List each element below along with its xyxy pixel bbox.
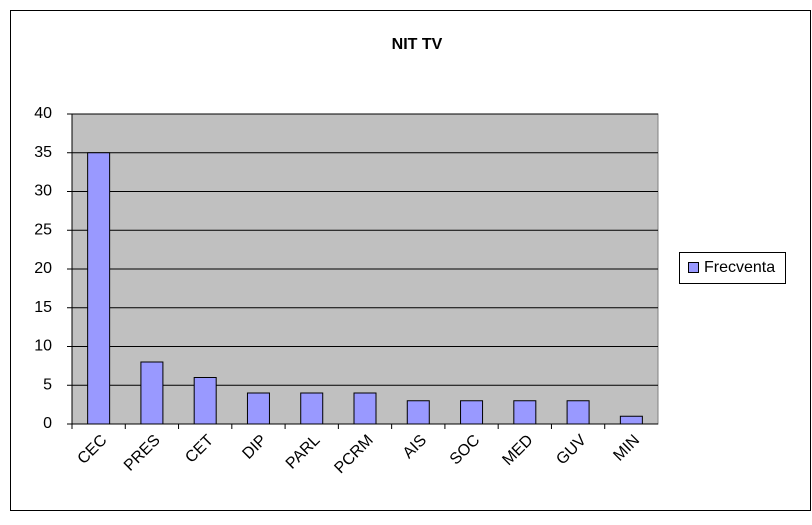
y-tick-label: 10: [34, 338, 52, 355]
legend-label: Frecventa: [704, 259, 775, 276]
y-tick-label: 20: [34, 260, 52, 277]
bar: [619, 415, 643, 425]
bar: [513, 400, 537, 425]
chart-title: NIT TV: [392, 36, 443, 53]
bar: [87, 152, 111, 425]
y-tick-label: 35: [34, 144, 52, 161]
y-tick-label: 5: [43, 376, 52, 393]
bar: [246, 392, 270, 425]
y-tick-label: 30: [34, 183, 52, 200]
bar: [406, 400, 430, 425]
bar: [460, 400, 484, 425]
bar: [353, 392, 377, 425]
y-tick-label: 15: [34, 299, 52, 316]
bar: [140, 361, 164, 425]
legend-swatch: [688, 262, 699, 273]
y-tick-label: 0: [43, 415, 52, 432]
bar: [300, 392, 324, 425]
bar: [193, 377, 217, 425]
y-tick-label: 40: [34, 105, 52, 122]
bar: [566, 400, 590, 425]
y-tick-label: 25: [34, 221, 52, 238]
